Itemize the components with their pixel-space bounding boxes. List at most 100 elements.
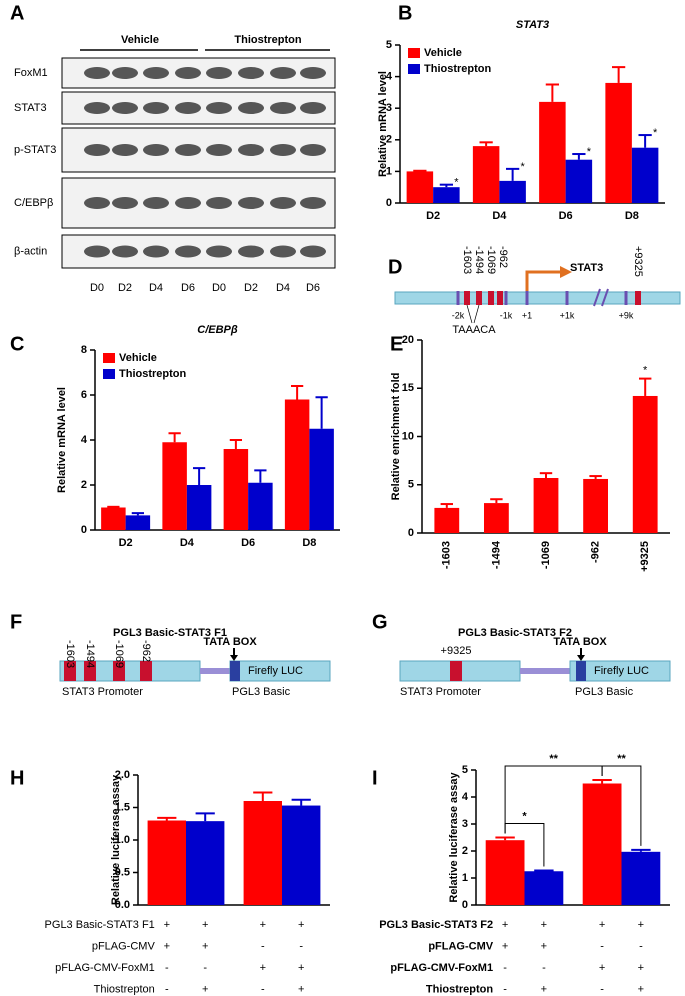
significance: *	[653, 127, 658, 139]
band	[175, 245, 201, 258]
band	[300, 67, 326, 79]
site	[635, 291, 641, 305]
reporter-label: Firefly LUC	[248, 665, 303, 677]
condition-mark: +	[541, 919, 547, 931]
bracket-label: *	[522, 810, 527, 822]
condition-mark: +	[164, 919, 170, 931]
lane-label: D0	[90, 282, 104, 294]
y-axis-label: Relative mRNA level	[377, 71, 389, 177]
x-tick-label: D6	[559, 210, 573, 222]
band	[84, 197, 110, 209]
legend-label: Vehicle	[424, 47, 462, 59]
band	[112, 144, 138, 156]
break	[593, 288, 609, 307]
condition-mark: -	[600, 983, 604, 995]
condition-mark: +	[164, 940, 170, 952]
site-label: -1494	[473, 246, 485, 274]
y-tick-label: 2.0	[115, 769, 130, 781]
x-tick-label: D4	[492, 210, 507, 222]
band	[270, 102, 296, 114]
site-label: -962	[497, 246, 509, 268]
y-tick-label: 4	[462, 791, 469, 803]
site	[140, 661, 152, 681]
condition-label: Thiostrepton	[94, 983, 155, 995]
tss-arrow	[525, 270, 562, 292]
bar	[147, 820, 186, 905]
x-tick-label: -1494	[490, 540, 502, 569]
band	[206, 67, 232, 79]
band	[175, 197, 201, 209]
band	[84, 102, 110, 114]
bracket	[601, 765, 642, 846]
y-tick-label: 0	[408, 527, 414, 539]
condition-mark: +	[638, 962, 644, 974]
promoter-label: STAT3 Promoter	[62, 686, 143, 698]
site-label: +9325	[632, 246, 644, 277]
y-tick-label: 0	[386, 197, 392, 209]
tata-label: TATA BOX	[553, 636, 607, 648]
condition-mark: +	[599, 962, 605, 974]
panel-letter: C	[10, 333, 24, 355]
condition-label: PGL3 Basic-STAT3 F2	[379, 919, 493, 931]
band	[238, 67, 264, 79]
protein-label: p-STAT3	[14, 144, 56, 156]
bar	[248, 482, 273, 530]
condition-mark: -	[261, 983, 265, 995]
band	[206, 144, 232, 156]
condition-label: pFLAG-CMV	[428, 940, 493, 952]
site	[113, 661, 125, 681]
x-tick-label: D6	[241, 537, 255, 549]
y-tick-label: 5	[462, 764, 468, 776]
band	[270, 245, 296, 258]
legend-swatch	[408, 48, 420, 58]
position-ticks	[456, 291, 628, 305]
condition-mark: +	[502, 919, 508, 931]
y-tick-label: 1.5	[115, 801, 130, 813]
y-tick-label: 3	[386, 102, 392, 114]
condition-label: PGL3 Basic-STAT3 F1	[45, 919, 155, 931]
group-label: Thiostrepton	[234, 34, 301, 46]
site	[84, 661, 96, 681]
site-label: +9325	[441, 645, 472, 657]
x-tick-label: +9325	[639, 541, 651, 572]
lane-label: D4	[276, 282, 290, 294]
condition-mark: +	[260, 962, 266, 974]
band	[84, 144, 110, 156]
band	[300, 102, 326, 114]
protein-label: β-actin	[14, 245, 47, 257]
site	[497, 291, 503, 305]
bar	[583, 478, 608, 533]
panel-letter: G	[372, 611, 388, 633]
promoter-label: STAT3 Promoter	[400, 686, 481, 698]
legend-swatch	[103, 353, 115, 363]
panel-letter: I	[372, 767, 378, 789]
bar	[101, 507, 126, 530]
tss-arrow-head	[560, 266, 572, 278]
legend-label: Thiostrepton	[119, 368, 186, 380]
lane-label: D4	[149, 282, 163, 294]
protein-label: FoxM1	[14, 67, 48, 79]
y-tick-label: 5	[408, 479, 414, 491]
band	[206, 102, 232, 114]
condition-mark: +	[502, 940, 508, 952]
x-tick-label: D2	[119, 537, 133, 549]
bar	[539, 101, 566, 203]
lane-label: D2	[118, 282, 132, 294]
linker	[520, 668, 570, 674]
promoter-box	[59, 660, 201, 682]
site	[488, 291, 494, 305]
position-label: -2k	[452, 310, 465, 320]
y-tick-label: 5	[386, 39, 392, 51]
band	[300, 245, 326, 258]
bar	[243, 801, 282, 905]
x-tick-label: -962	[590, 541, 602, 563]
x-tick-label: D4	[180, 537, 195, 549]
legend-swatch	[103, 369, 115, 379]
tata-arrow-head	[230, 655, 238, 661]
lane-label: D6	[181, 282, 195, 294]
y-tick-label: 1	[462, 872, 468, 884]
group-label: Vehicle	[121, 34, 159, 46]
y-tick-label: 1	[386, 165, 392, 177]
y-axis-label: Relative luciferase assay	[448, 771, 460, 902]
y-tick-label: 6	[81, 389, 87, 401]
